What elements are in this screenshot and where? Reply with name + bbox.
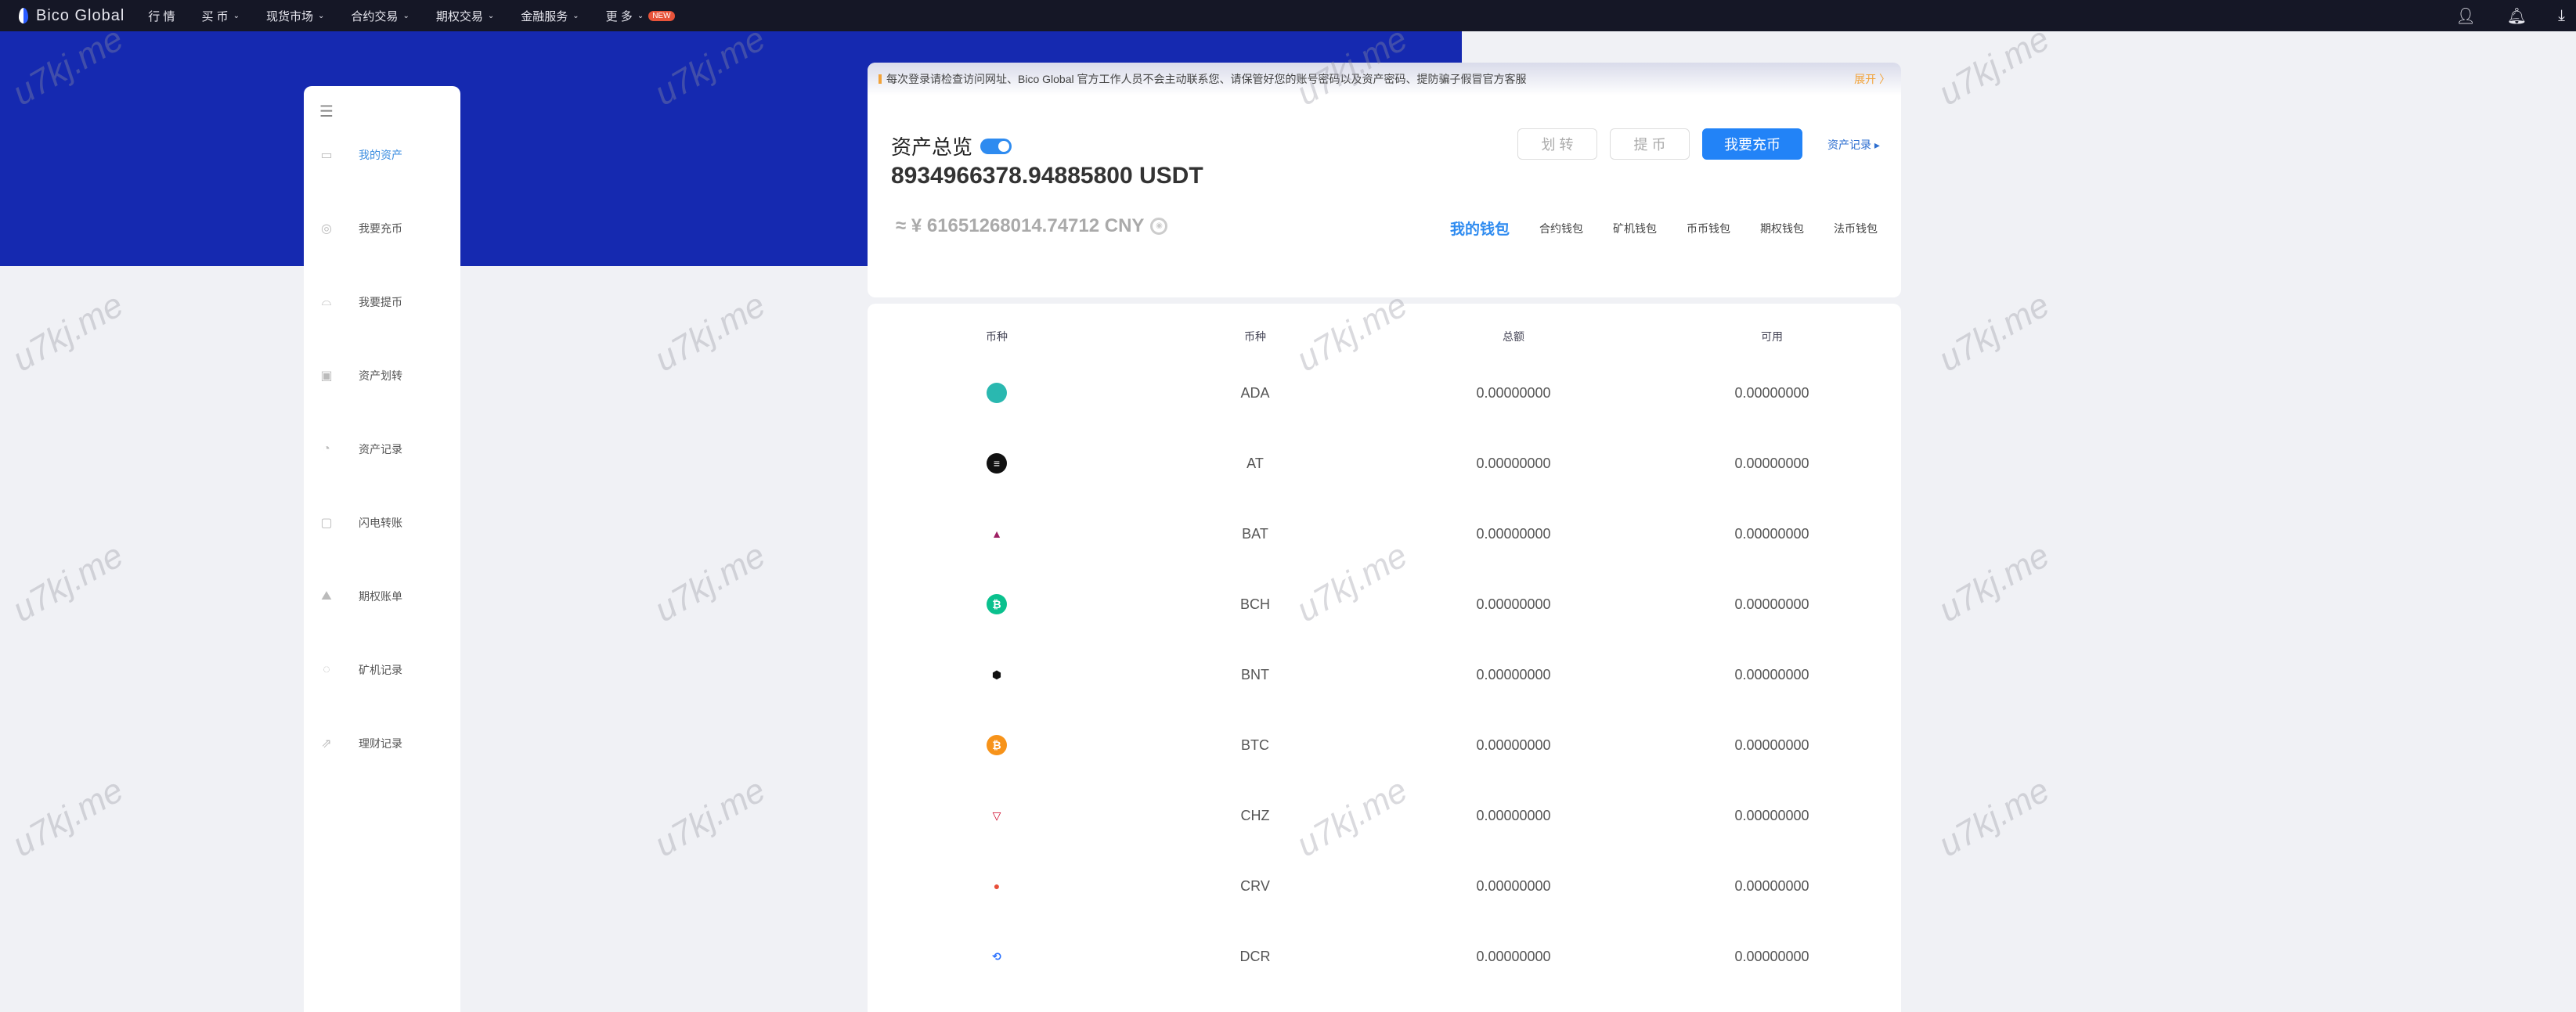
wallet-tab[interactable]: 法币钱包 bbox=[1834, 221, 1878, 235]
chevron-down-icon: ⌄ bbox=[487, 11, 495, 20]
table-row[interactable]: ✺ ADA 0.00000000 0.00000000 bbox=[868, 377, 1901, 409]
miner-icon: ◌ bbox=[323, 663, 330, 676]
withdraw-icon: ⌓ bbox=[321, 295, 332, 308]
wallet-tab[interactable]: 矿机钱包 bbox=[1613, 221, 1657, 235]
expand-link[interactable]: 展开 〉 bbox=[1854, 73, 1890, 85]
watermark: u7kj.me bbox=[1932, 535, 2056, 630]
options-bill-icon: ⛰ bbox=[321, 589, 332, 603]
deposit-button[interactable]: 我要充币 bbox=[1702, 128, 1802, 160]
nav-item[interactable]: 合约交易 ⌄ bbox=[351, 9, 409, 23]
coin-crv-icon: ● bbox=[987, 876, 1007, 896]
watermark: u7kj.me bbox=[648, 770, 772, 865]
asset-overview-card: 每次登录请检查访问网址、Bico Global 官方工作人员不会主动联系您、请保… bbox=[868, 63, 1901, 297]
asset-table: 币种 币种 总额 可用 ✺ ADA 0.00000000 0.00000000 ≡ AT 0.00… bbox=[868, 304, 1901, 1012]
coin-dcr-icon: ⟲ bbox=[987, 946, 1007, 967]
coin-bnt-icon: ⬢ bbox=[987, 664, 1007, 685]
sidebar-item[interactable]: ▭ 我的资产 bbox=[304, 139, 460, 171]
visibility-toggle[interactable] bbox=[980, 138, 1012, 154]
nav-item[interactable]: 更 多 ⌄ NEW bbox=[606, 8, 675, 24]
table-row[interactable]: ▽ CHZ 0.00000000 0.00000000 bbox=[868, 800, 1901, 831]
coin-bch-icon: ₿ bbox=[987, 594, 1007, 614]
nav-item[interactable]: 现货市场 ⌄ bbox=[266, 9, 325, 23]
nav-item[interactable]: 金融服务 ⌄ bbox=[521, 9, 579, 23]
page-title: 资产总览 bbox=[891, 135, 973, 159]
sidebar-item[interactable]: ▢ 闪电转账 bbox=[304, 507, 460, 538]
coin-at-icon: ≡ bbox=[987, 453, 1007, 474]
withdraw-button[interactable]: 提 币 bbox=[1610, 128, 1690, 160]
sidebar-item[interactable]: ⌓ 我要提币 bbox=[304, 286, 460, 318]
table-row[interactable]: ≡ AT 0.00000000 0.00000000 bbox=[868, 448, 1901, 479]
record-icon: ◔ bbox=[323, 442, 330, 456]
brand-logo[interactable]: Bico Global bbox=[19, 7, 124, 25]
watermark: u7kj.me bbox=[5, 535, 130, 630]
watermark: u7kj.me bbox=[648, 285, 772, 380]
deposit-icon: ◎ bbox=[321, 222, 332, 236]
sidebar-item[interactable]: ◎ 我要充币 bbox=[304, 213, 460, 244]
chevron-down-icon: ⌄ bbox=[318, 11, 325, 20]
wallet-tab[interactable]: 合约钱包 bbox=[1539, 221, 1583, 235]
sidebar-item[interactable]: ▣ 资产划转 bbox=[304, 360, 460, 391]
download-icon[interactable]: ⤓ bbox=[2558, 6, 2565, 24]
new-badge: NEW bbox=[648, 10, 675, 21]
coin-btc-icon: ₿ bbox=[987, 735, 1007, 755]
coin-bat-icon: ▲ bbox=[987, 524, 1007, 544]
watermark: u7kj.me bbox=[1932, 770, 2056, 865]
notice-bar: 每次登录请检查访问网址、Bico Global 官方工作人员不会主动联系您、请保… bbox=[868, 63, 1901, 95]
transfer-button[interactable]: 划 转 bbox=[1517, 128, 1597, 160]
flash-transfer-icon: ▢ bbox=[320, 517, 333, 530]
coin-ada-icon: ✺ bbox=[987, 383, 1007, 403]
eye-icon[interactable]: ◉ bbox=[1150, 218, 1168, 235]
coin-chz-icon: ▽ bbox=[987, 805, 1007, 826]
watermark: u7kj.me bbox=[648, 535, 772, 630]
sidebar-item[interactable]: ⛰ 期权账单 bbox=[304, 581, 460, 612]
sidebar: ☰ ▭ 我的资产 ◎ 我要充币 ⌓ 我要提币 ▣ 资产划转 ◔ 资产记录 ▢ 闪电转账 ⛰ 期权账单 ◌ 矿机… bbox=[304, 86, 460, 1012]
column-header: 可用 bbox=[1761, 330, 1783, 343]
nav-item[interactable]: 行 情 bbox=[148, 9, 175, 23]
chevron-down-icon: ⌄ bbox=[233, 11, 240, 20]
wallet-tab[interactable]: 我的钱包 bbox=[1449, 221, 1510, 238]
chevron-down-icon: ⌄ bbox=[572, 11, 579, 20]
transfer-icon: ▣ bbox=[320, 369, 333, 383]
chevron-down-icon: ⌄ bbox=[402, 11, 409, 20]
wallet-tab[interactable]: 币币钱包 bbox=[1687, 221, 1730, 235]
bell-icon[interactable]: 🔔︎ bbox=[2506, 7, 2527, 25]
table-row[interactable]: ▲ BAT 0.00000000 0.00000000 bbox=[868, 518, 1901, 549]
watermark: u7kj.me bbox=[1932, 19, 2056, 113]
chevron-down-icon: ⌄ bbox=[637, 11, 644, 20]
wallet-tab[interactable]: 期权钱包 bbox=[1760, 221, 1804, 235]
finance-icon: ⇗ bbox=[321, 737, 332, 751]
watermark: u7kj.me bbox=[1932, 285, 2056, 380]
watermark: u7kj.me bbox=[5, 770, 130, 865]
watermark: u7kj.me bbox=[5, 285, 130, 380]
table-row[interactable]: ⬢ BNT 0.00000000 0.00000000 bbox=[868, 659, 1901, 690]
usdt-balance: 8934966378.94885800 USDT bbox=[891, 163, 1203, 189]
user-icon[interactable]: 👤︎ bbox=[2455, 7, 2476, 25]
top-nav: Bico Global 行 情买 币 ⌄ 现货市场 ⌄ 合约交易 ⌄ 期权交易 ⌄ 金融服务 ⌄ 更… bbox=[0, 0, 2576, 31]
notice-marker bbox=[879, 74, 882, 84]
table-row[interactable]: ₿ BCH 0.00000000 0.00000000 bbox=[868, 589, 1901, 620]
column-header: 总额 bbox=[1503, 330, 1524, 343]
table-row[interactable]: ● CRV 0.00000000 0.00000000 bbox=[868, 870, 1901, 902]
logo-icon bbox=[19, 8, 28, 23]
table-row[interactable]: ⟲ DCR 0.00000000 0.00000000 bbox=[868, 941, 1901, 972]
nav-item[interactable]: 买 币 ⌄ bbox=[201, 9, 240, 23]
wallet-icon: ▭ bbox=[320, 149, 333, 162]
table-row[interactable]: ₿ BTC 0.00000000 0.00000000 bbox=[868, 729, 1901, 761]
cny-balance: ≈ ¥ 61651268014.74712 CNY bbox=[896, 215, 1145, 236]
sidebar-item[interactable]: ⇗ 理财记录 bbox=[304, 728, 460, 759]
asset-records-link[interactable]: 资产记录 ▸ bbox=[1827, 139, 1880, 151]
collapse-menu-icon[interactable]: ☰ bbox=[319, 103, 334, 121]
sidebar-item[interactable]: ◌ 矿机记录 bbox=[304, 654, 460, 686]
sidebar-item[interactable]: ◔ 资产记录 bbox=[304, 434, 460, 465]
column-header: 币种 bbox=[986, 330, 1008, 343]
nav-item[interactable]: 期权交易 ⌄ bbox=[435, 9, 495, 23]
column-header: 币种 bbox=[1244, 330, 1266, 343]
